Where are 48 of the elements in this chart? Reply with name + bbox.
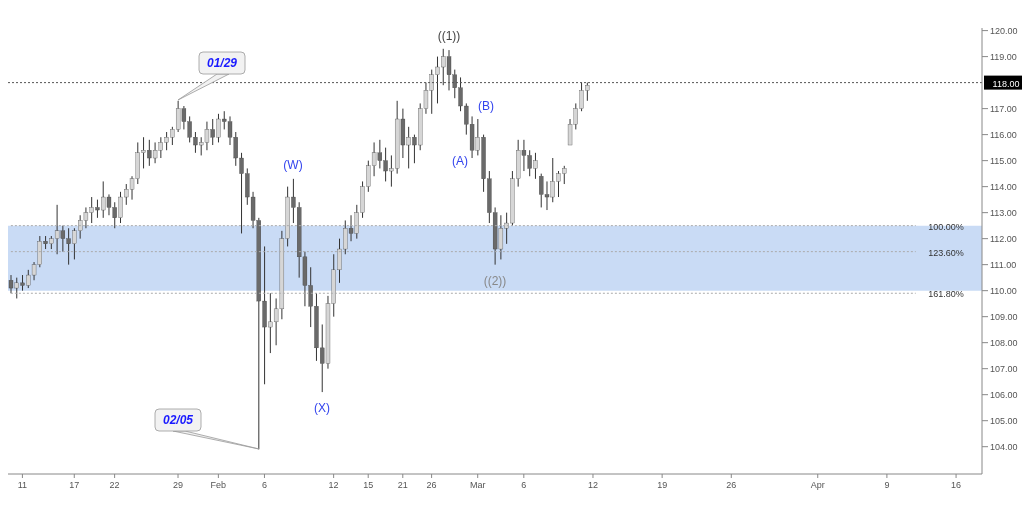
x-tick-label: 6 (521, 480, 527, 490)
annotation: ((1)) (437, 29, 461, 43)
x-tick-label: Feb (210, 480, 227, 490)
y-tick-label: 112.00 (990, 233, 1017, 244)
annotation: 01/29 (206, 56, 238, 70)
x-tick-label: 21 (397, 480, 408, 490)
annotation: 161.80% (928, 289, 964, 299)
x-tick-label: 12 (587, 480, 598, 490)
y-tick-label: 115.00 (990, 155, 1017, 166)
x-tick-label: 22 (109, 480, 120, 490)
x-tick-label: 26 (726, 480, 737, 490)
annotation: 02/05 (162, 413, 194, 427)
annotation: (W) (283, 158, 303, 172)
x-tick-label: 15 (363, 480, 374, 490)
y-tick-label: 105.00 (990, 415, 1018, 426)
x-tick-label: 11 (17, 480, 28, 490)
annotation: 100.00% (928, 222, 964, 232)
annotation: (A) (452, 154, 468, 168)
x-tick-label: 17 (69, 480, 80, 490)
y-tick-label: 109.00 (990, 311, 1018, 322)
annotation: (X) (314, 401, 330, 415)
x-tick-label: 12 (328, 480, 339, 490)
callout: 02/05 (154, 408, 260, 450)
x-tick-label: 9 (884, 480, 890, 490)
y-tick-label: 104.00 (990, 441, 1018, 452)
y-tick-label: 117.00 (990, 103, 1017, 114)
x-tick-label: 16 (951, 480, 962, 490)
x-tick-label: 29 (173, 480, 184, 490)
y-tick-label: 110.00 (990, 285, 1017, 296)
y-tick-label: 108.00 (990, 337, 1018, 348)
x-tick-label: 19 (657, 480, 668, 490)
x-tick-label: 26 (426, 480, 437, 490)
y-tick-label: 107.00 (990, 363, 1018, 374)
y-tick-label: 114.00 (990, 181, 1017, 192)
ref-line-label: 118.00 (992, 78, 1020, 89)
y-tick-label: 119.00 (990, 51, 1017, 62)
x-tick-label: Mar (469, 480, 486, 490)
x-tick-label: 6 (261, 480, 267, 490)
annotation: 123.60% (928, 248, 964, 258)
y-tick-label: 111.00 (990, 259, 1017, 270)
annotation: ((2)) (483, 274, 507, 288)
annotation: (B) (478, 99, 494, 113)
callout: 01/29 (177, 51, 246, 101)
x-tick-label: Apr (810, 480, 825, 490)
y-tick-label: 120.00 (990, 25, 1018, 36)
y-tick-label: 106.00 (990, 389, 1018, 400)
y-tick-label: 113.00 (990, 207, 1017, 218)
y-tick-label: 116.00 (990, 129, 1017, 140)
